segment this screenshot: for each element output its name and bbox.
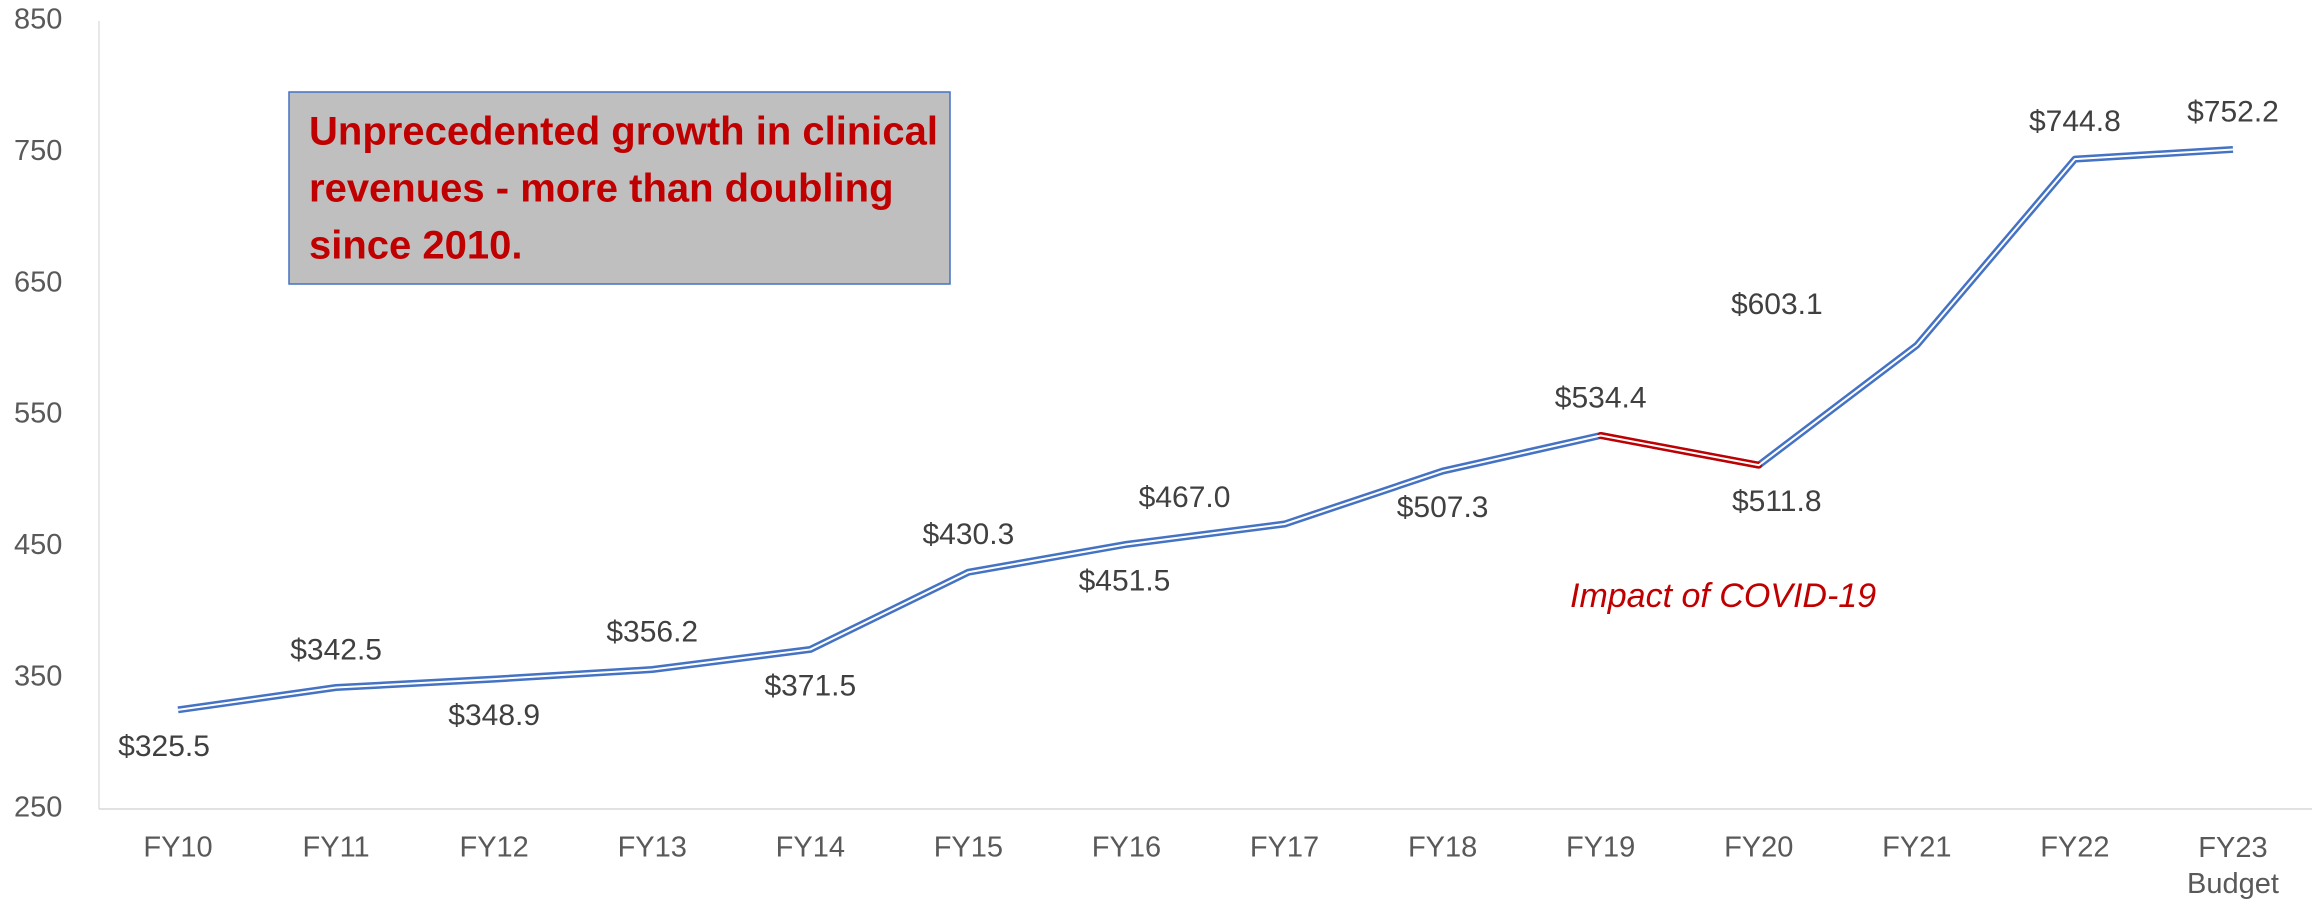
data-label: $603.1 (1731, 288, 1823, 321)
x-tick-label: FY12 (460, 832, 529, 864)
annotation-line: Unprecedented growth in clinical (309, 110, 938, 154)
annotation-line: revenues - more than doubling (309, 167, 894, 211)
data-label: $325.5 (118, 730, 210, 763)
x-tick-label: FY19 (1566, 832, 1635, 864)
line-inner (177, 148, 2234, 711)
y-tick-label: 750 (14, 135, 62, 167)
y-tick-label: 350 (14, 660, 62, 692)
x-tick-label: FY10 (143, 832, 212, 864)
x-tick-label: FY11 (303, 832, 370, 864)
data-label: $511.8 (1732, 485, 1822, 518)
x-tick-label: FY13 (618, 832, 687, 864)
x-tick-label: FY21 (1882, 832, 1951, 864)
data-label: $507.3 (1397, 491, 1489, 524)
covid-annotation: Impact of COVID-19 (1570, 577, 1876, 615)
annotation-box (288, 91, 951, 285)
data-label: $371.5 (764, 669, 856, 702)
data-label: $744.8 (2029, 105, 2121, 138)
x-tick-label: FY23 Budget (2187, 832, 2279, 900)
x-tick-label: FY15 (934, 832, 1003, 864)
data-label: $356.2 (606, 615, 698, 648)
annotation-line: since 2010. (309, 224, 523, 268)
y-tick-label: 250 (14, 792, 62, 824)
x-tick-label: FY22 (2040, 832, 2109, 864)
data-label: $342.5 (290, 633, 382, 666)
y-tick-label: 850 (14, 4, 62, 36)
data-label: $430.3 (923, 518, 1015, 551)
data-label: $752.2 (2187, 95, 2279, 128)
y-tick-label: 650 (14, 266, 62, 298)
y-tick-label: 550 (14, 398, 62, 430)
x-tick-label: FY14 (776, 832, 845, 864)
data-label: $451.5 (1079, 564, 1171, 597)
x-tick-label: FY16 (1092, 832, 1161, 864)
data-label: $467.0 (1139, 481, 1231, 514)
y-tick-label: 450 (14, 529, 62, 561)
data-label: $534.4 (1555, 381, 1647, 414)
x-tick-label: FY17 (1250, 832, 1319, 864)
data-label: $348.9 (448, 699, 540, 732)
x-tick-label: FY18 (1408, 832, 1477, 864)
x-tick-label: FY20 (1724, 832, 1793, 864)
